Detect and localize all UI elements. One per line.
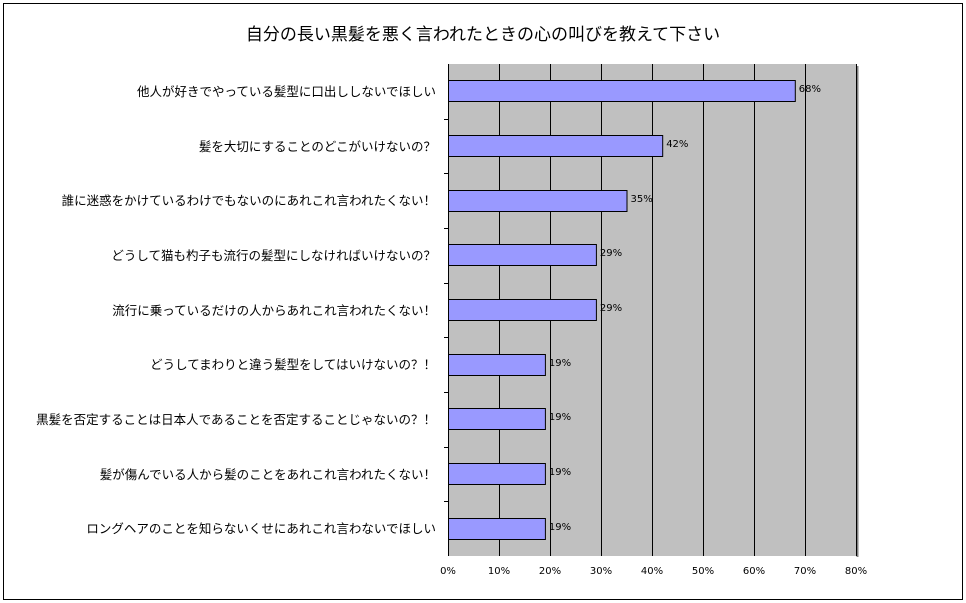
category-label: ロングヘアのことを知らないくせにあれこれ言わないでほしい — [86, 521, 436, 537]
x-tick-label: 10% — [487, 566, 511, 577]
category-label: 髪が傷んでいる人から髪のことをあれこれ言われたくない！ — [99, 466, 436, 482]
bar — [448, 244, 597, 266]
x-tick-label: 20% — [538, 566, 562, 577]
category-label: 他人が好きでやっている髪型に口出ししないでほしい — [136, 83, 436, 99]
data-label: 19% — [548, 412, 572, 424]
x-tick-label: 60% — [742, 566, 766, 577]
category-label: どうしてまわりと違う髪型をしてはいけないの？！ — [150, 357, 436, 373]
bar — [448, 299, 597, 321]
x-tick-label: 40% — [640, 566, 664, 577]
category-label: 黒髪を否定することは日本人であることを否定することじゃないの？！ — [36, 411, 436, 427]
bar — [448, 80, 796, 102]
bar — [448, 408, 546, 430]
x-tick-label: 30% — [589, 566, 613, 577]
category-label: 髪を大切にすることのどこがいけないの？ — [198, 138, 436, 154]
bar — [448, 190, 628, 212]
data-label: 29% — [599, 248, 623, 260]
bar — [448, 135, 664, 157]
data-label: 68% — [798, 84, 822, 96]
x-tick-label: 50% — [691, 566, 715, 577]
x-tick-label: 70% — [793, 566, 817, 577]
bar — [448, 463, 546, 485]
data-label: 19% — [548, 357, 572, 369]
data-label: 42% — [666, 139, 689, 150]
data-label: 35% — [630, 193, 653, 205]
data-label: 29% — [599, 303, 623, 314]
category-label: 誰に迷惑をかけているわけでもないのにあれこれ言われたくない！ — [61, 193, 436, 209]
category-label: 流行に乗っているだけの人からあれこれ言われたくない！ — [112, 302, 436, 318]
data-label: 19% — [548, 467, 572, 478]
x-tick-label: 80% — [844, 566, 868, 577]
data-label: 19% — [548, 521, 572, 533]
bar — [448, 354, 546, 376]
category-label: どうして猫も杓子も流行の髪型にしなければいけないの？ — [111, 247, 436, 263]
chart-title: 自分の長い黒髪を悪く言われたときの心の叫びを教えて下さい — [245, 25, 721, 45]
x-tick-label: 0% — [440, 566, 456, 577]
bar — [448, 518, 546, 540]
